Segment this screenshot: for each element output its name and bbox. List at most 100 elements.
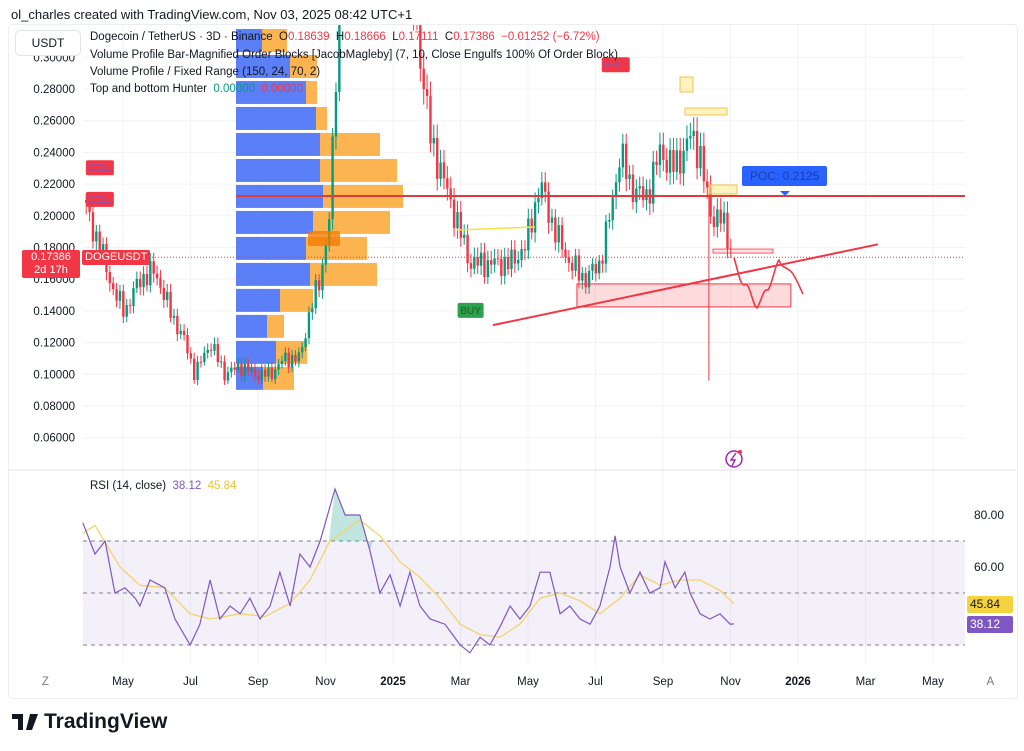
close-value: 0.17386 <box>453 31 495 43</box>
candle <box>719 209 722 224</box>
volume-profile-sell-bar <box>320 132 380 156</box>
tradingview-logo[interactable]: TradingView <box>12 710 167 734</box>
candle <box>712 216 716 227</box>
candle <box>540 182 544 199</box>
time-tick-label: May <box>112 676 134 688</box>
currency-button[interactable]: USDT <box>15 30 81 56</box>
signal-sell-text: SELL <box>604 60 629 71</box>
candle <box>716 209 719 227</box>
order-block <box>712 248 774 254</box>
rsi-title: RSI (14, close) <box>90 480 167 492</box>
volume-profile-buy-bar <box>236 28 262 52</box>
time-tick-label: Sep <box>653 676 673 688</box>
rsi-legend[interactable]: RSI (14, close) 38.12 45.84 <box>90 480 236 492</box>
poc-label: POC: 0.2125 <box>742 166 828 186</box>
candle <box>469 263 473 269</box>
candle <box>125 305 128 317</box>
volume-profile-sell-bar <box>313 210 390 234</box>
candle <box>611 197 614 221</box>
candle <box>132 288 135 306</box>
candle <box>108 272 112 284</box>
symbol-legend[interactable]: Dogecoin / TetherUS · 3D · Binance O0.18… <box>90 31 600 43</box>
lightning-icon[interactable] <box>725 450 743 468</box>
candle <box>668 150 672 173</box>
signal-sell-text: SELL <box>88 195 113 206</box>
demand-zone <box>576 283 792 308</box>
candle <box>284 352 287 361</box>
candle <box>722 212 726 224</box>
volume-profile-buy-bar <box>236 262 310 286</box>
candle <box>537 198 540 203</box>
volume-profile-sell-bar <box>316 106 327 130</box>
rsi-overbought-fill <box>328 489 373 552</box>
volume-profile-sell-bar <box>280 288 313 312</box>
candle <box>591 263 594 271</box>
time-tick-label: 2026 <box>785 676 811 688</box>
candle <box>473 257 476 269</box>
candle <box>554 217 557 243</box>
indicator-order-blocks[interactable]: Volume Profile Bar-Magnified Order Block… <box>90 49 618 61</box>
signal-sell-badge <box>601 57 630 73</box>
candle <box>517 259 520 264</box>
candle <box>510 249 513 270</box>
price-tick-label: 0.06000 <box>33 433 75 445</box>
candle <box>695 130 699 169</box>
candle <box>571 262 574 271</box>
candle <box>162 287 166 300</box>
candle <box>513 249 517 264</box>
candle <box>172 315 176 318</box>
candle <box>422 68 425 90</box>
indicator-value-2: 0.00000 <box>261 83 303 95</box>
candle <box>159 278 162 288</box>
time-tick-label: Sep <box>248 676 268 688</box>
indicator-volume-profile[interactable]: Volume Profile / Fixed Range (150, 24, 7… <box>90 66 321 78</box>
candle <box>416 13 418 17</box>
candle <box>689 136 692 139</box>
price-tick-label: 0.24000 <box>33 147 75 159</box>
volume-profile-buy-bar <box>236 236 306 260</box>
candle <box>614 182 618 198</box>
rsi-line <box>82 487 734 654</box>
rsi-value: 38.12 <box>172 480 202 492</box>
time-tick-label: Z <box>42 676 49 688</box>
candle <box>257 375 260 381</box>
candle <box>547 191 550 223</box>
candle <box>550 217 554 223</box>
candle <box>598 260 601 274</box>
indicator-top-bottom-hunter[interactable]: Top and bottom Hunter 0.00000 0.00000 <box>90 83 303 95</box>
candle <box>581 272 584 281</box>
candle <box>95 231 98 242</box>
candle <box>533 202 537 233</box>
candle <box>486 260 490 278</box>
candle <box>334 91 338 137</box>
volume-profile-sell-bar <box>310 262 377 286</box>
volume-profile-buy-bar <box>236 314 267 338</box>
price-tick-label: 0.28000 <box>33 84 75 96</box>
candle <box>280 360 284 365</box>
candle <box>311 308 314 313</box>
candle <box>672 150 675 172</box>
candle <box>270 367 274 379</box>
candle <box>145 273 149 286</box>
candle <box>493 258 496 265</box>
candle <box>567 256 571 263</box>
rsi-tag: 38.12 <box>967 616 1013 633</box>
price-tick-label: 0.10000 <box>33 369 75 381</box>
price-tick-label: 0.26000 <box>33 116 75 128</box>
candle <box>236 363 240 370</box>
candle <box>250 368 253 372</box>
candle <box>277 364 280 370</box>
candle <box>91 212 95 242</box>
candle <box>419 25 422 69</box>
candle <box>233 367 236 370</box>
candle <box>523 249 527 251</box>
projection-drawing[interactable] <box>733 257 804 310</box>
candle <box>118 291 122 301</box>
candle <box>665 159 668 173</box>
candle <box>679 150 682 174</box>
candle <box>301 347 304 353</box>
volume-profile-buy-bar <box>236 132 320 156</box>
rsi-tick-label: 80.00 <box>974 508 1004 522</box>
candle <box>409 0 411 7</box>
